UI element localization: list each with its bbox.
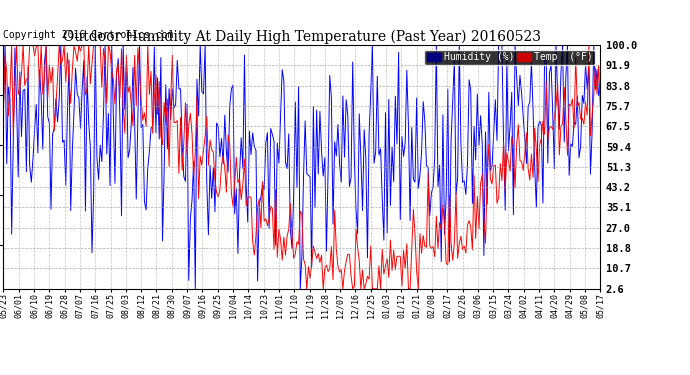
Legend: Humidity (%), Temp  (°F): Humidity (%), Temp (°F) (424, 50, 595, 65)
Title: Outdoor Humidity At Daily High Temperature (Past Year) 20160523: Outdoor Humidity At Daily High Temperatu… (63, 30, 541, 44)
Text: Copyright 2016 Cartronics.com: Copyright 2016 Cartronics.com (3, 30, 174, 40)
